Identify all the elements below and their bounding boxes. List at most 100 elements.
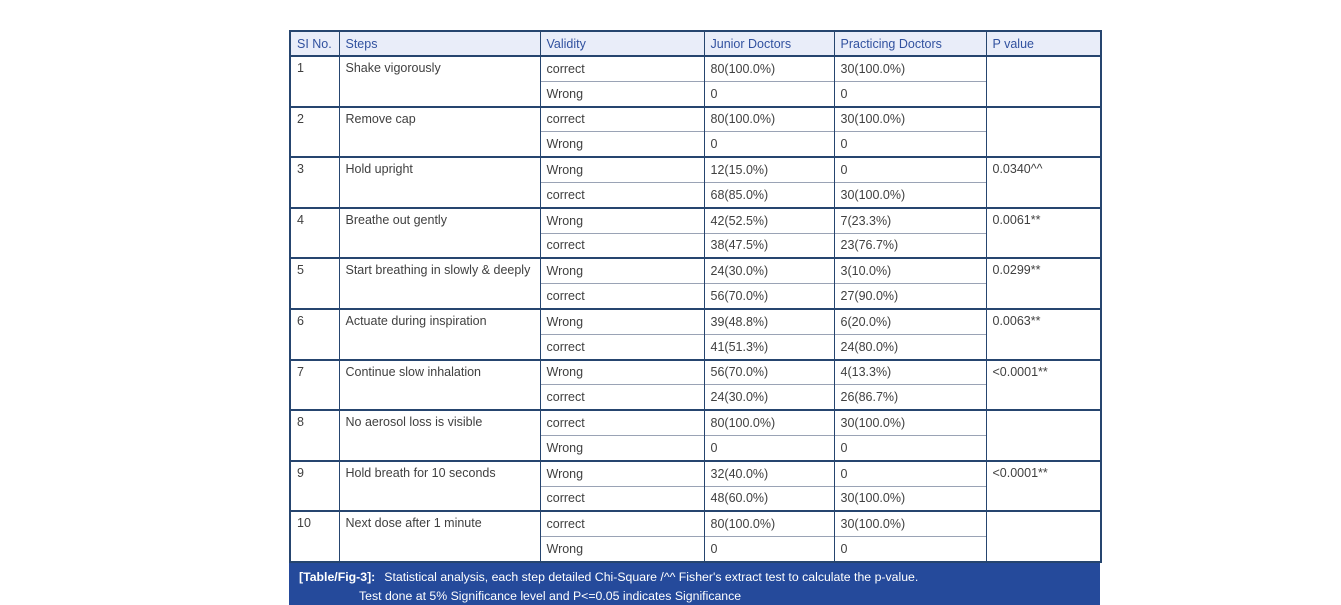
caption-label: [Table/Fig-3]: [299, 569, 376, 584]
cell-validity: Wrong [539, 156, 704, 183]
cell-step: Actuate during inspiration [338, 307, 540, 360]
cell-validity: Wrong [539, 358, 704, 385]
cell-practicing-doctors: 6(20.0%) [833, 307, 986, 335]
cell-junior-doctors: 42(52.5%) [703, 206, 834, 234]
cell-junior-doctors: 56(70.0%) [703, 283, 834, 309]
table-row: 8 No aerosol loss is visible correct 80(100… [289, 409, 1101, 461]
cell-practicing-doctors: 30(100.0%) [833, 485, 986, 512]
cell-si-no: 10 [289, 510, 339, 562]
cell-step: Hold breath for 10 seconds [338, 459, 540, 512]
cell-p-value: <0.0001** [985, 459, 1101, 512]
cell-practicing-doctors: 3(10.0%) [833, 257, 986, 284]
header-row: SI No. Steps Validity Junior Doctors Pra… [289, 31, 1101, 57]
cell-junior-doctors: 80(100.0%) [703, 105, 834, 132]
cell-si-no: 4 [289, 206, 339, 259]
cell-step: Remove cap [338, 105, 540, 158]
table-row: 7 Continue slow inhalation Wrong 56(70.0%) 4… [289, 358, 1101, 411]
cell-practicing-doctors: 23(76.7%) [833, 232, 986, 259]
cell-validity: correct [539, 105, 704, 132]
col-header-si-no: SI No. [289, 31, 339, 57]
cell-validity: Wrong [539, 257, 704, 284]
cell-p-value [985, 105, 1101, 158]
col-header-practicing-doctors: Practicing Doctors [833, 31, 986, 57]
cell-validity: Wrong [539, 206, 704, 234]
table-row: Wrong 0 0 [290, 80, 1101, 107]
col-header-junior-doctors: Junior Doctors [703, 31, 834, 57]
col-header-steps: Steps [338, 31, 540, 57]
cell-p-value: 0.0061** [985, 206, 1101, 259]
cell-practicing-doctors: 30(100.0%) [833, 409, 986, 436]
col-header-p-value: P value [985, 31, 1101, 57]
cell-validity: correct [539, 485, 704, 512]
table-row: 4 Breathe out gently Wrong 42(52.5%) 7(23.3%… [289, 206, 1101, 259]
cell-validity: correct [539, 510, 704, 537]
cell-p-value: 0.0340^^ [985, 156, 1101, 208]
figure-caption-bar: [Table/Fig-3]: Statistical analysis, each… [289, 562, 1100, 605]
cell-p-value: 0.0299** [985, 257, 1101, 309]
table-row: 10 Next dose after 1 minute correct 80(100.… [289, 510, 1101, 562]
cell-junior-doctors: 80(100.0%) [703, 54, 834, 82]
cell-junior-doctors: 80(100.0%) [703, 510, 834, 537]
cell-practicing-doctors: 24(80.0%) [833, 333, 986, 360]
table-row: 5 Start breathing in slowly & deeply Wrong… [289, 257, 1101, 309]
cell-si-no: 2 [289, 105, 339, 158]
table-row: 2 Remove cap correct 80(100.0%) 30(100.0%) [289, 105, 1101, 158]
col-header-validity: Validity [539, 31, 704, 57]
cell-validity: Wrong [539, 80, 704, 107]
cell-practicing-doctors: 26(86.7%) [833, 384, 986, 411]
cell-validity: correct [539, 232, 704, 259]
cell-validity: correct [539, 181, 704, 208]
cell-step: Shake vigorously [338, 55, 540, 107]
cell-practicing-doctors: 0 [833, 459, 986, 487]
cell-junior-doctors: 0 [703, 80, 834, 107]
cell-junior-doctors: 0 [703, 434, 834, 461]
cell-step: Hold upright [338, 156, 540, 208]
table-row: correct 48(60.0%) 30(100.0%) [290, 485, 1101, 512]
cell-practicing-doctors: 4(13.3%) [833, 358, 986, 385]
cell-junior-doctors: 12(15.0%) [703, 156, 834, 183]
cell-junior-doctors: 24(30.0%) [703, 257, 834, 284]
table-row: correct 41(51.3%) 24(80.0%) [290, 333, 1101, 360]
cell-step: No aerosol loss is visible [338, 409, 540, 461]
cell-junior-doctors: 0 [703, 131, 834, 158]
cell-practicing-doctors: 0 [833, 536, 986, 562]
cell-practicing-doctors: 30(100.0%) [833, 181, 986, 208]
statistics-table: SI No. Steps Validity Junior Doctors Pra… [289, 30, 1102, 563]
table-row: Wrong 0 0 [290, 434, 1101, 461]
caption-note: Test done at 5% Significance level and P… [359, 588, 742, 603]
cell-junior-doctors: 24(30.0%) [703, 384, 834, 411]
cell-si-no: 7 [289, 358, 339, 411]
cell-p-value [985, 55, 1101, 107]
table-row: correct 56(70.0%) 27(90.0%) [290, 283, 1101, 309]
cell-validity: correct [539, 333, 704, 360]
table-row: correct 38(47.5%) 23(76.7%) [290, 232, 1101, 259]
cell-practicing-doctors: 7(23.3%) [833, 206, 986, 234]
table-row: correct 68(85.0%) 30(100.0%) [290, 181, 1101, 208]
cell-step: Continue slow inhalation [338, 358, 540, 411]
cell-validity: Wrong [539, 459, 704, 487]
cell-practicing-doctors: 0 [833, 156, 986, 183]
table-row: 1 Shake vigorously correct 80(100.0%) 30(100… [289, 54, 1101, 107]
cell-p-value [985, 510, 1101, 562]
caption-line-1: [Table/Fig-3]: Statistical analysis, each… [299, 570, 1090, 585]
cell-junior-doctors: 68(85.0%) [703, 181, 834, 208]
cell-junior-doctors: 38(47.5%) [703, 232, 834, 259]
cell-junior-doctors: 0 [703, 536, 834, 562]
cell-p-value: <0.0001** [985, 358, 1101, 411]
cell-step: Next dose after 1 minute [338, 510, 540, 562]
cell-si-no: 5 [289, 257, 339, 309]
cell-junior-doctors: 39(48.8%) [703, 307, 834, 335]
cell-practicing-doctors: 0 [833, 131, 986, 158]
cell-junior-doctors: 32(40.0%) [703, 459, 834, 487]
cell-practicing-doctors: 30(100.0%) [833, 54, 986, 82]
cell-validity: Wrong [539, 536, 704, 562]
cell-p-value: 0.0063** [985, 307, 1101, 360]
cell-validity: correct [539, 384, 704, 411]
table-row: correct 24(30.0%) 26(86.7%) [290, 384, 1101, 411]
table-row: 6 Actuate during inspiration Wrong 39(48.8%… [289, 307, 1101, 360]
cell-step: Breathe out gently [338, 206, 540, 259]
cell-junior-doctors: 48(60.0%) [703, 485, 834, 512]
cell-si-no: 8 [289, 409, 339, 461]
cell-practicing-doctors: 0 [833, 80, 986, 107]
